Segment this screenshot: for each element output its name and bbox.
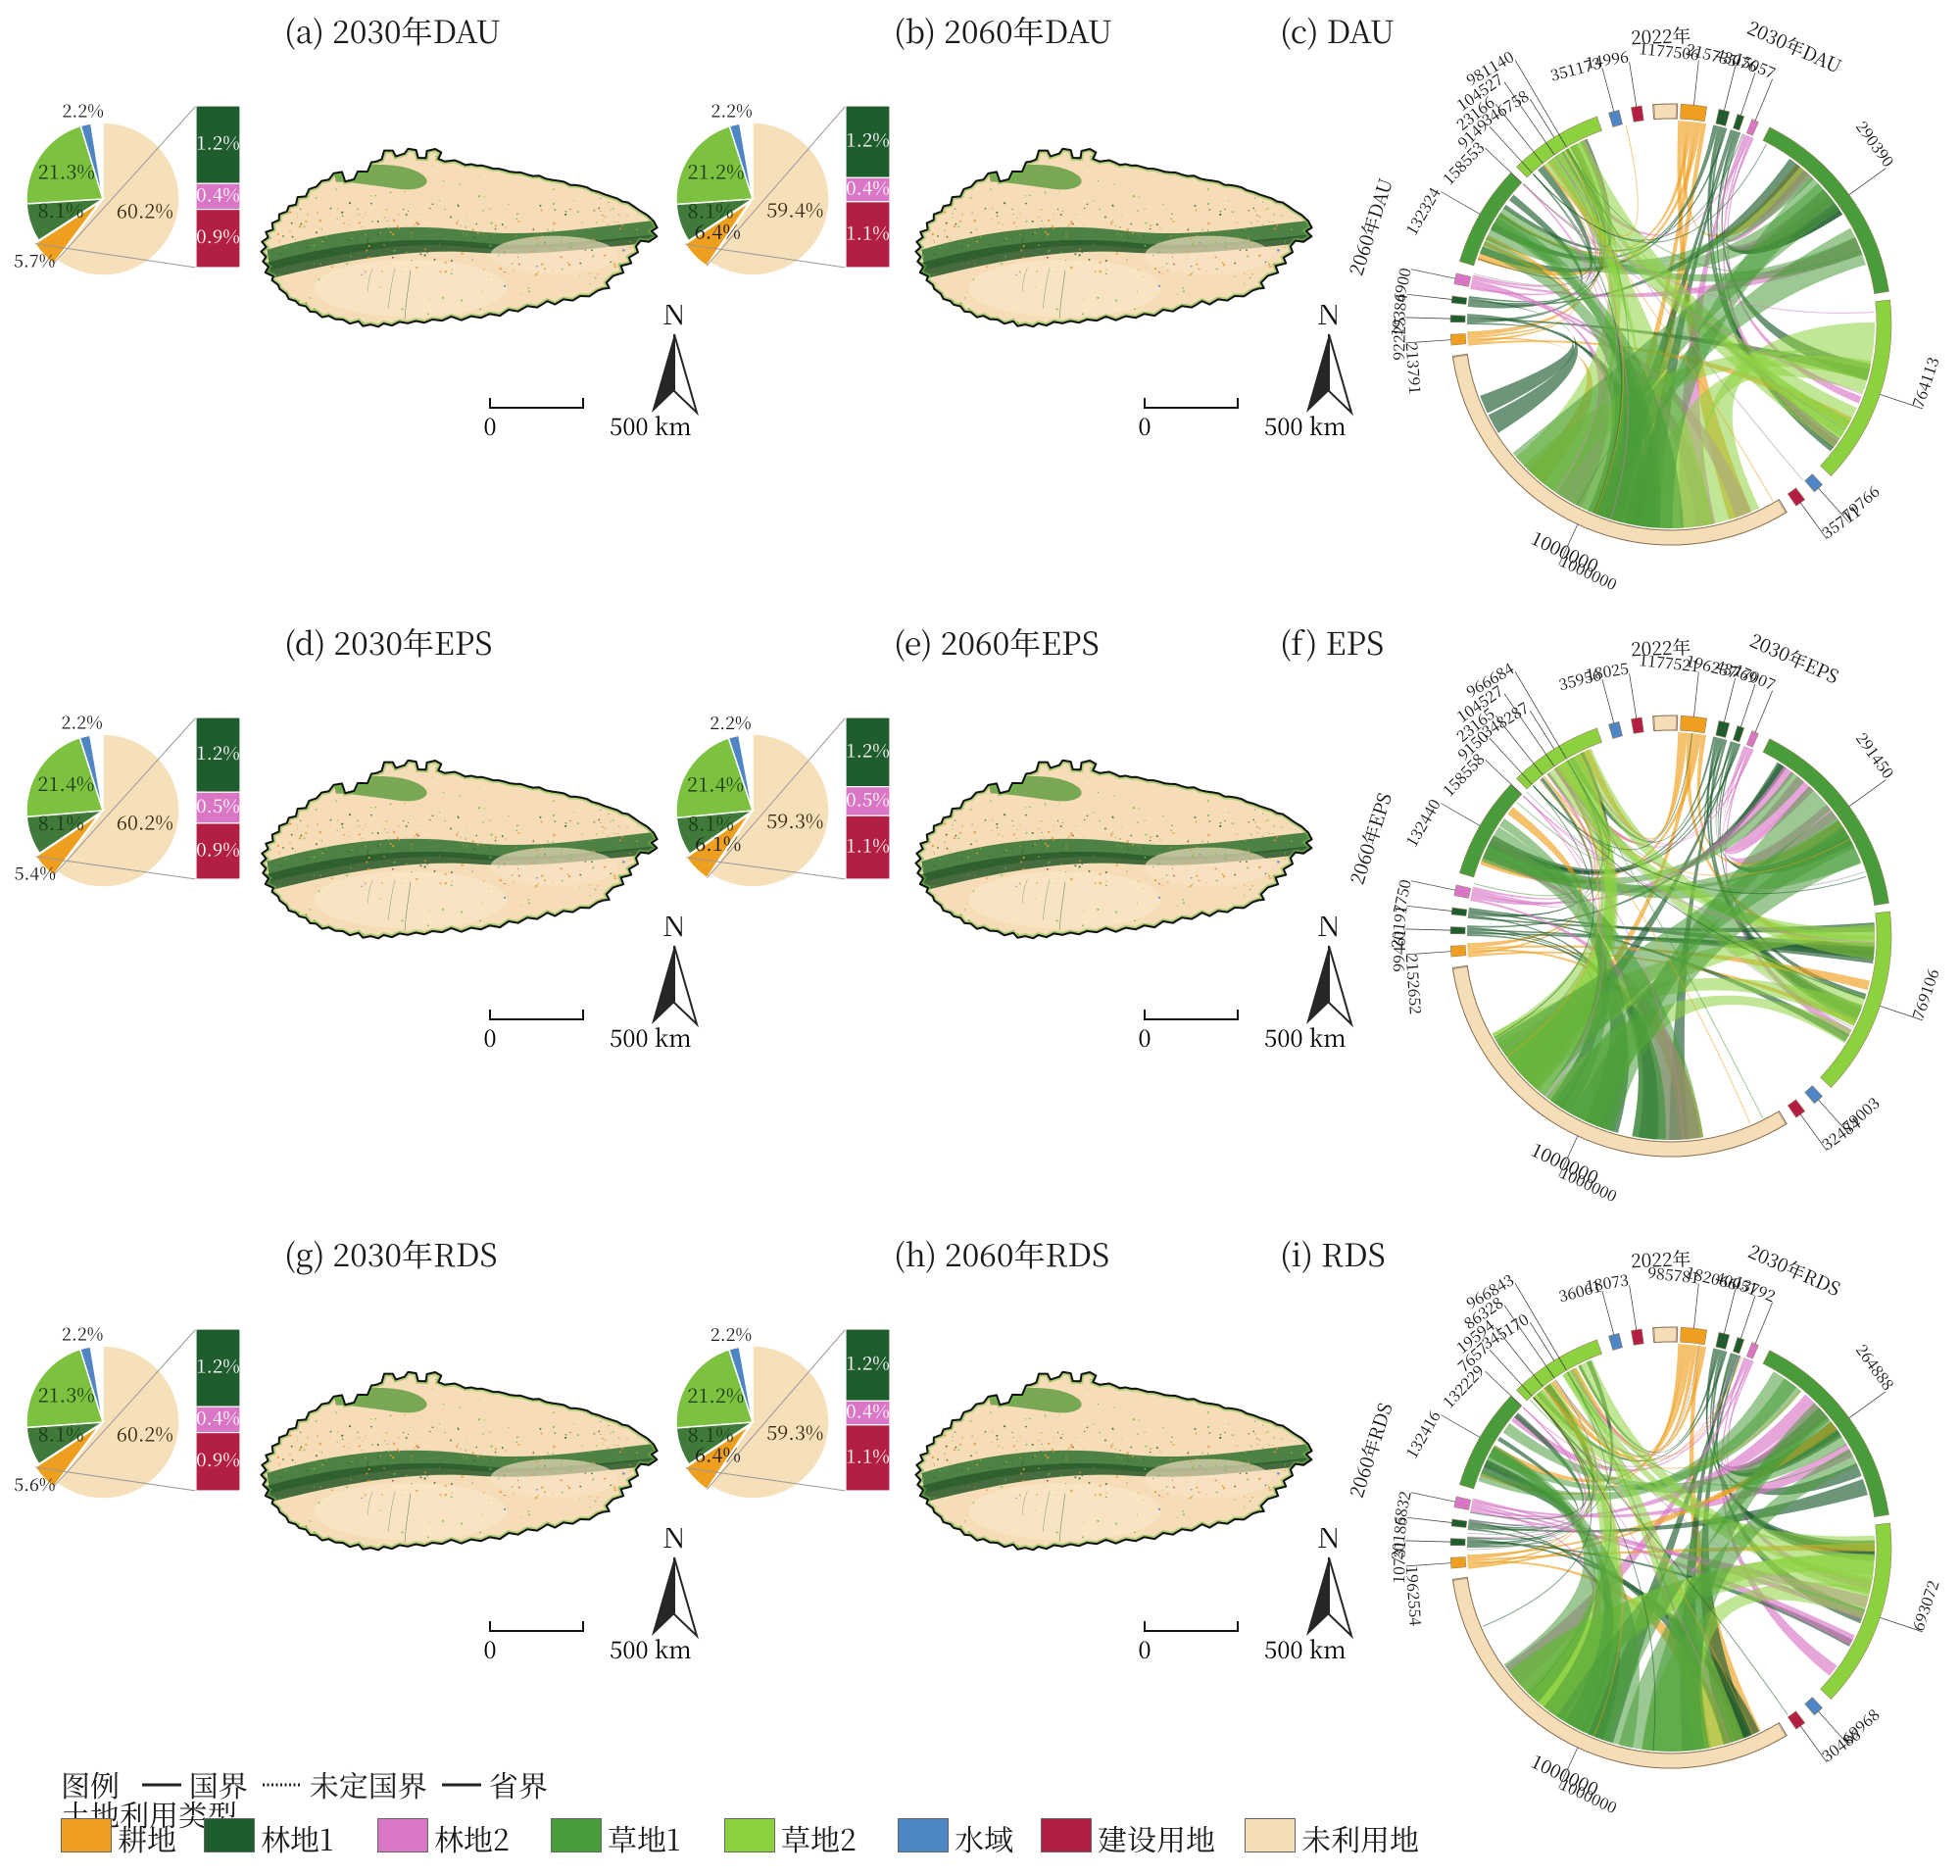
svg-text:1.2%: 1.2%: [196, 128, 240, 155]
svg-text:8.1%: 8.1%: [688, 196, 734, 224]
svg-text:290390: 290390: [1851, 116, 1900, 171]
svg-text:0.5%: 0.5%: [196, 792, 240, 818]
svg-text:21.3%: 21.3%: [38, 156, 95, 184]
svg-text:132324: 132324: [1399, 182, 1445, 238]
svg-text:500 km: 500 km: [1264, 1631, 1347, 1665]
svg-text:8.1%: 8.1%: [38, 1419, 84, 1448]
svg-text:769106: 769106: [1906, 965, 1944, 1022]
svg-text:59.4%: 59.4%: [766, 194, 823, 222]
svg-text:1.2%: 1.2%: [196, 1352, 240, 1378]
svg-text:0.4%: 0.4%: [846, 173, 890, 200]
svg-text:14996: 14996: [1584, 44, 1630, 74]
svg-text:8.1%: 8.1%: [38, 195, 84, 223]
svg-text:264888: 264888: [1851, 1339, 1900, 1394]
svg-text:1.1%: 1.1%: [846, 831, 890, 858]
svg-text:59.3%: 59.3%: [766, 1417, 823, 1446]
svg-text:1.2%: 1.2%: [846, 1350, 890, 1376]
svg-text:13792: 13792: [1731, 1269, 1780, 1307]
svg-text:17007: 17007: [1731, 658, 1779, 695]
svg-text:2.2%: 2.2%: [63, 97, 104, 123]
svg-text:18073: 18073: [1584, 1268, 1630, 1298]
svg-text:59.3%: 59.3%: [766, 806, 823, 834]
svg-text:291450: 291450: [1851, 727, 1900, 782]
svg-text:500 km: 500 km: [610, 1631, 692, 1665]
svg-text:21.2%: 21.2%: [687, 1380, 744, 1408]
svg-text:1.1%: 1.1%: [846, 219, 890, 245]
svg-text:0.4%: 0.4%: [196, 1404, 240, 1430]
svg-text:21.2%: 21.2%: [688, 157, 745, 185]
svg-text:0: 0: [1138, 1019, 1151, 1054]
svg-text:500 km: 500 km: [610, 1019, 692, 1054]
svg-text:7750: 7750: [1387, 877, 1416, 915]
svg-text:N: N: [1317, 916, 1341, 945]
svg-text:1.2%: 1.2%: [846, 126, 890, 153]
svg-text:0: 0: [483, 1019, 496, 1054]
svg-text:15057: 15057: [1731, 46, 1779, 83]
svg-text:21.4%: 21.4%: [37, 768, 94, 797]
svg-text:8.1%: 8.1%: [688, 1419, 734, 1448]
svg-text:5.7%: 5.7%: [14, 248, 55, 273]
svg-text:2060年RDS: 2060年RDS: [1343, 1399, 1398, 1501]
svg-text:132440: 132440: [1399, 794, 1445, 850]
svg-text:5.6%: 5.6%: [14, 1471, 55, 1497]
svg-text:0.4%: 0.4%: [846, 1397, 890, 1423]
svg-text:21.3%: 21.3%: [38, 1380, 95, 1408]
svg-text:8.1%: 8.1%: [688, 809, 734, 837]
svg-text:2060年DAU: 2060年DAU: [1343, 174, 1398, 278]
svg-text:0: 0: [483, 1631, 496, 1665]
svg-text:0: 0: [1138, 1631, 1151, 1665]
svg-text:2060年EPS: 2060年EPS: [1343, 789, 1397, 887]
svg-text:60.2%: 60.2%: [117, 195, 173, 223]
svg-text:500 km: 500 km: [1264, 408, 1347, 442]
svg-text:21.4%: 21.4%: [687, 768, 744, 797]
svg-text:2.2%: 2.2%: [62, 1321, 103, 1347]
svg-text:6900: 6900: [1387, 266, 1416, 304]
svg-text:60.2%: 60.2%: [117, 807, 173, 835]
svg-text:2022年: 2022年: [1631, 22, 1691, 50]
svg-text:2.2%: 2.2%: [61, 710, 102, 735]
svg-text:6832: 6832: [1387, 1489, 1416, 1527]
svg-text:2.2%: 2.2%: [710, 710, 751, 735]
svg-text:0: 0: [483, 408, 496, 442]
svg-text:0.5%: 0.5%: [846, 785, 890, 812]
svg-text:N: N: [1317, 305, 1341, 333]
svg-text:8.1%: 8.1%: [38, 808, 84, 836]
svg-text:693072: 693072: [1906, 1577, 1944, 1634]
svg-text:0: 0: [1138, 408, 1151, 442]
svg-text:60.2%: 60.2%: [117, 1418, 173, 1447]
svg-text:0.9%: 0.9%: [196, 222, 240, 249]
svg-text:2.2%: 2.2%: [710, 98, 752, 123]
svg-text:2022年: 2022年: [1631, 633, 1691, 662]
svg-text:18025: 18025: [1584, 657, 1630, 686]
svg-text:2.2%: 2.2%: [710, 1321, 752, 1347]
svg-text:132416: 132416: [1399, 1406, 1445, 1461]
svg-text:500 km: 500 km: [610, 408, 692, 442]
svg-text:0.9%: 0.9%: [196, 835, 240, 862]
svg-text:2022年: 2022年: [1631, 1245, 1691, 1273]
svg-text:0.4%: 0.4%: [196, 180, 240, 207]
svg-text:500 km: 500 km: [1264, 1019, 1347, 1054]
svg-text:1.1%: 1.1%: [846, 1442, 890, 1468]
svg-text:1.2%: 1.2%: [196, 739, 240, 765]
svg-text:5.4%: 5.4%: [15, 860, 56, 885]
svg-text:N: N: [1317, 1528, 1341, 1556]
svg-text:0.9%: 0.9%: [196, 1446, 240, 1472]
svg-text:1.2%: 1.2%: [846, 736, 890, 763]
svg-text:764113: 764113: [1906, 354, 1944, 410]
